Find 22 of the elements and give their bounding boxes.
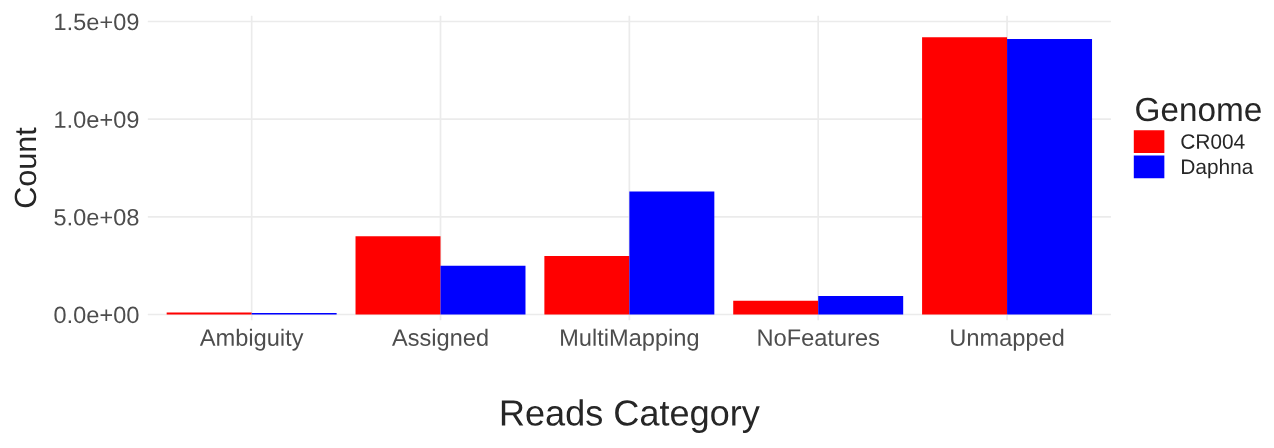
bar <box>1007 39 1093 315</box>
x-tick-label: Assigned <box>391 328 488 351</box>
x-tick-label: MultiMapping <box>561 328 699 351</box>
x-tick-label: Unmapped <box>951 328 1064 351</box>
x-axis-title: Reads Category <box>501 399 760 433</box>
y-tick-label: 1.0e+09 <box>55 111 139 128</box>
y-tick-label: 5.0e+08 <box>54 208 139 226</box>
y-axis-title: Count <box>14 127 37 208</box>
legend-label: Daphna <box>1182 158 1254 179</box>
legend-title: Genome <box>1136 97 1261 122</box>
bar <box>922 37 1008 315</box>
bar <box>355 236 441 315</box>
bar <box>544 255 630 315</box>
legend-label: CR004 <box>1181 134 1245 149</box>
x-tick-label: NoFeatures <box>758 329 880 346</box>
bar <box>629 191 715 315</box>
y-tick-label: 1.5e+09 <box>55 13 139 31</box>
y-tick-label: 0.0e+00 <box>54 306 139 324</box>
bar <box>818 295 904 315</box>
x-tick-label: Ambiguity <box>199 328 304 351</box>
bar <box>440 265 526 315</box>
bar <box>733 300 819 315</box>
